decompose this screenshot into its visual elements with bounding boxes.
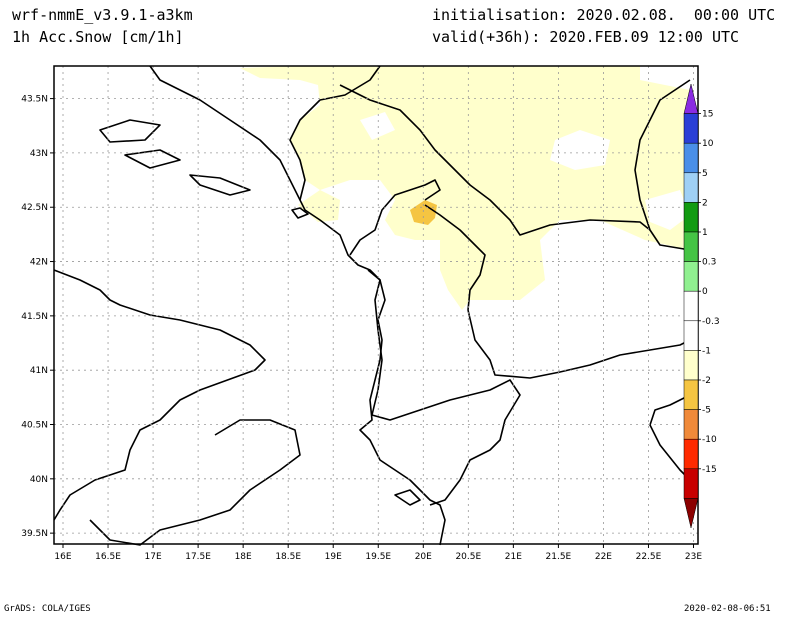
colorbar-swatch: [683, 231, 699, 262]
lon-label: 18.5E: [275, 552, 301, 562]
border-greece-east: [649, 394, 691, 481]
colorbar-label: 15: [702, 110, 713, 120]
snow-patch-white2: [645, 190, 690, 230]
grid-lines: [50, 66, 698, 548]
colorbar-swatch: [683, 202, 699, 233]
colorbar-label: -2: [702, 376, 711, 386]
colorbar-label: -10: [702, 435, 717, 445]
colorbar-label: 1: [702, 228, 708, 238]
colorbar-swatch: [683, 320, 699, 351]
footer-timestamp: 2020-02-08-06:51: [684, 604, 771, 614]
snow-region-orange: [410, 200, 437, 225]
island-1: [99, 119, 161, 143]
border-montenegro: [349, 179, 441, 256]
coastline-italy-south: [89, 419, 301, 546]
border-macedonia: [467, 309, 691, 379]
snow-patch-white3: [360, 112, 395, 140]
colorbar-swatch: [683, 142, 699, 174]
coastlines-borders: [53, 65, 691, 546]
snow-region-north: [240, 66, 690, 300]
colorbar-swatch: [683, 438, 699, 470]
lon-label: 19.5E: [365, 552, 391, 562]
lat-label: 43.5N: [21, 95, 48, 105]
lat-label: 40.5N: [21, 421, 48, 431]
border-bulgaria: [634, 79, 691, 251]
lon-label: 19E: [325, 552, 342, 562]
snow-region-west: [298, 190, 340, 222]
colorbar-label: 0.3: [702, 258, 716, 268]
coastline-croatia: [149, 65, 446, 546]
border-bosnia: [289, 65, 381, 201]
colorbar-label: 10: [702, 139, 714, 149]
colorbar-swatch: [683, 172, 699, 203]
snow-shading: [240, 66, 690, 310]
colorbar-swatch: [683, 409, 699, 440]
border-albania: [367, 269, 521, 506]
lat-label: 43N: [30, 149, 48, 159]
border-serbia: [339, 84, 651, 236]
field-title: 1h Acc.Snow [cm/1h]: [12, 28, 184, 46]
colorbar-swatch: [683, 350, 699, 381]
lon-label: 17E: [145, 552, 162, 562]
colorbar-label: 5: [702, 169, 708, 179]
lon-label: 16E: [54, 552, 71, 562]
model-title: wrf-nmmE_v3.9.1-a3km: [12, 6, 193, 24]
colorbar-swatch: [683, 113, 699, 144]
lat-label: 41.5N: [21, 312, 48, 322]
lon-label: 23E: [685, 552, 702, 562]
colorbar-swatch: [683, 261, 699, 292]
lon-label: 20E: [415, 552, 432, 562]
snow-patch-white1: [550, 130, 610, 170]
lat-label: 40N: [30, 475, 48, 485]
colorbar-label: -15: [702, 465, 717, 475]
lon-label: 21E: [505, 552, 522, 562]
lat-label: 42.5N: [21, 203, 48, 213]
lon-label: 17.5E: [185, 552, 211, 562]
lat-label: 39.5N: [21, 529, 48, 539]
colorbar-swatch: [683, 290, 699, 322]
lon-label: 21.5E: [546, 552, 572, 562]
lon-label: 22E: [595, 552, 612, 562]
island-4: [291, 207, 309, 219]
colorbar-label: -5: [702, 406, 711, 416]
lon-label: 16.5E: [95, 552, 121, 562]
footer-credit: GrADS: COLA/IGES: [4, 604, 91, 614]
lon-labels: 16E 16.5E 17E 17.5E 18E 18.5E 19E 19.5E 20E 20.5E…: [54, 552, 702, 562]
colorbar-swatch: [683, 379, 699, 410]
lon-label: 22.5E: [636, 552, 662, 562]
border-kosovo: [424, 204, 486, 311]
coast-greece-west: [394, 489, 421, 506]
colorbar-cap-bottom: [683, 498, 699, 529]
island-3: [189, 174, 251, 196]
lat-label: 41N: [30, 366, 48, 376]
init-time: initialisation: 2020.02.08. 00:00 UTC: [432, 6, 776, 24]
colorbar-label: 2: [702, 198, 708, 208]
colorbar-label: -1: [702, 346, 711, 356]
valid-time: valid(+36h): 2020.FEB.09 12:00 UTC: [432, 28, 740, 46]
colorbar: 15 10 5 2 1 0.3 0 -0.3 -1 -2 -5 -10 -15: [683, 83, 720, 529]
lat-label: 42N: [30, 258, 48, 268]
lat-labels: 43.5N 43N 42.5N 42N 41.5N 41N 40.5N 40N 39.5N: [21, 95, 48, 540]
snow-region-south: [440, 240, 470, 310]
colorbar-label: -0.3: [702, 317, 720, 327]
lon-label: 20.5E: [455, 552, 481, 562]
island-2: [124, 149, 181, 169]
coastline-italy: [53, 269, 266, 521]
colorbar-label: 0: [702, 287, 708, 297]
lon-label: 18E: [235, 552, 252, 562]
colorbar-swatch: [683, 468, 699, 499]
